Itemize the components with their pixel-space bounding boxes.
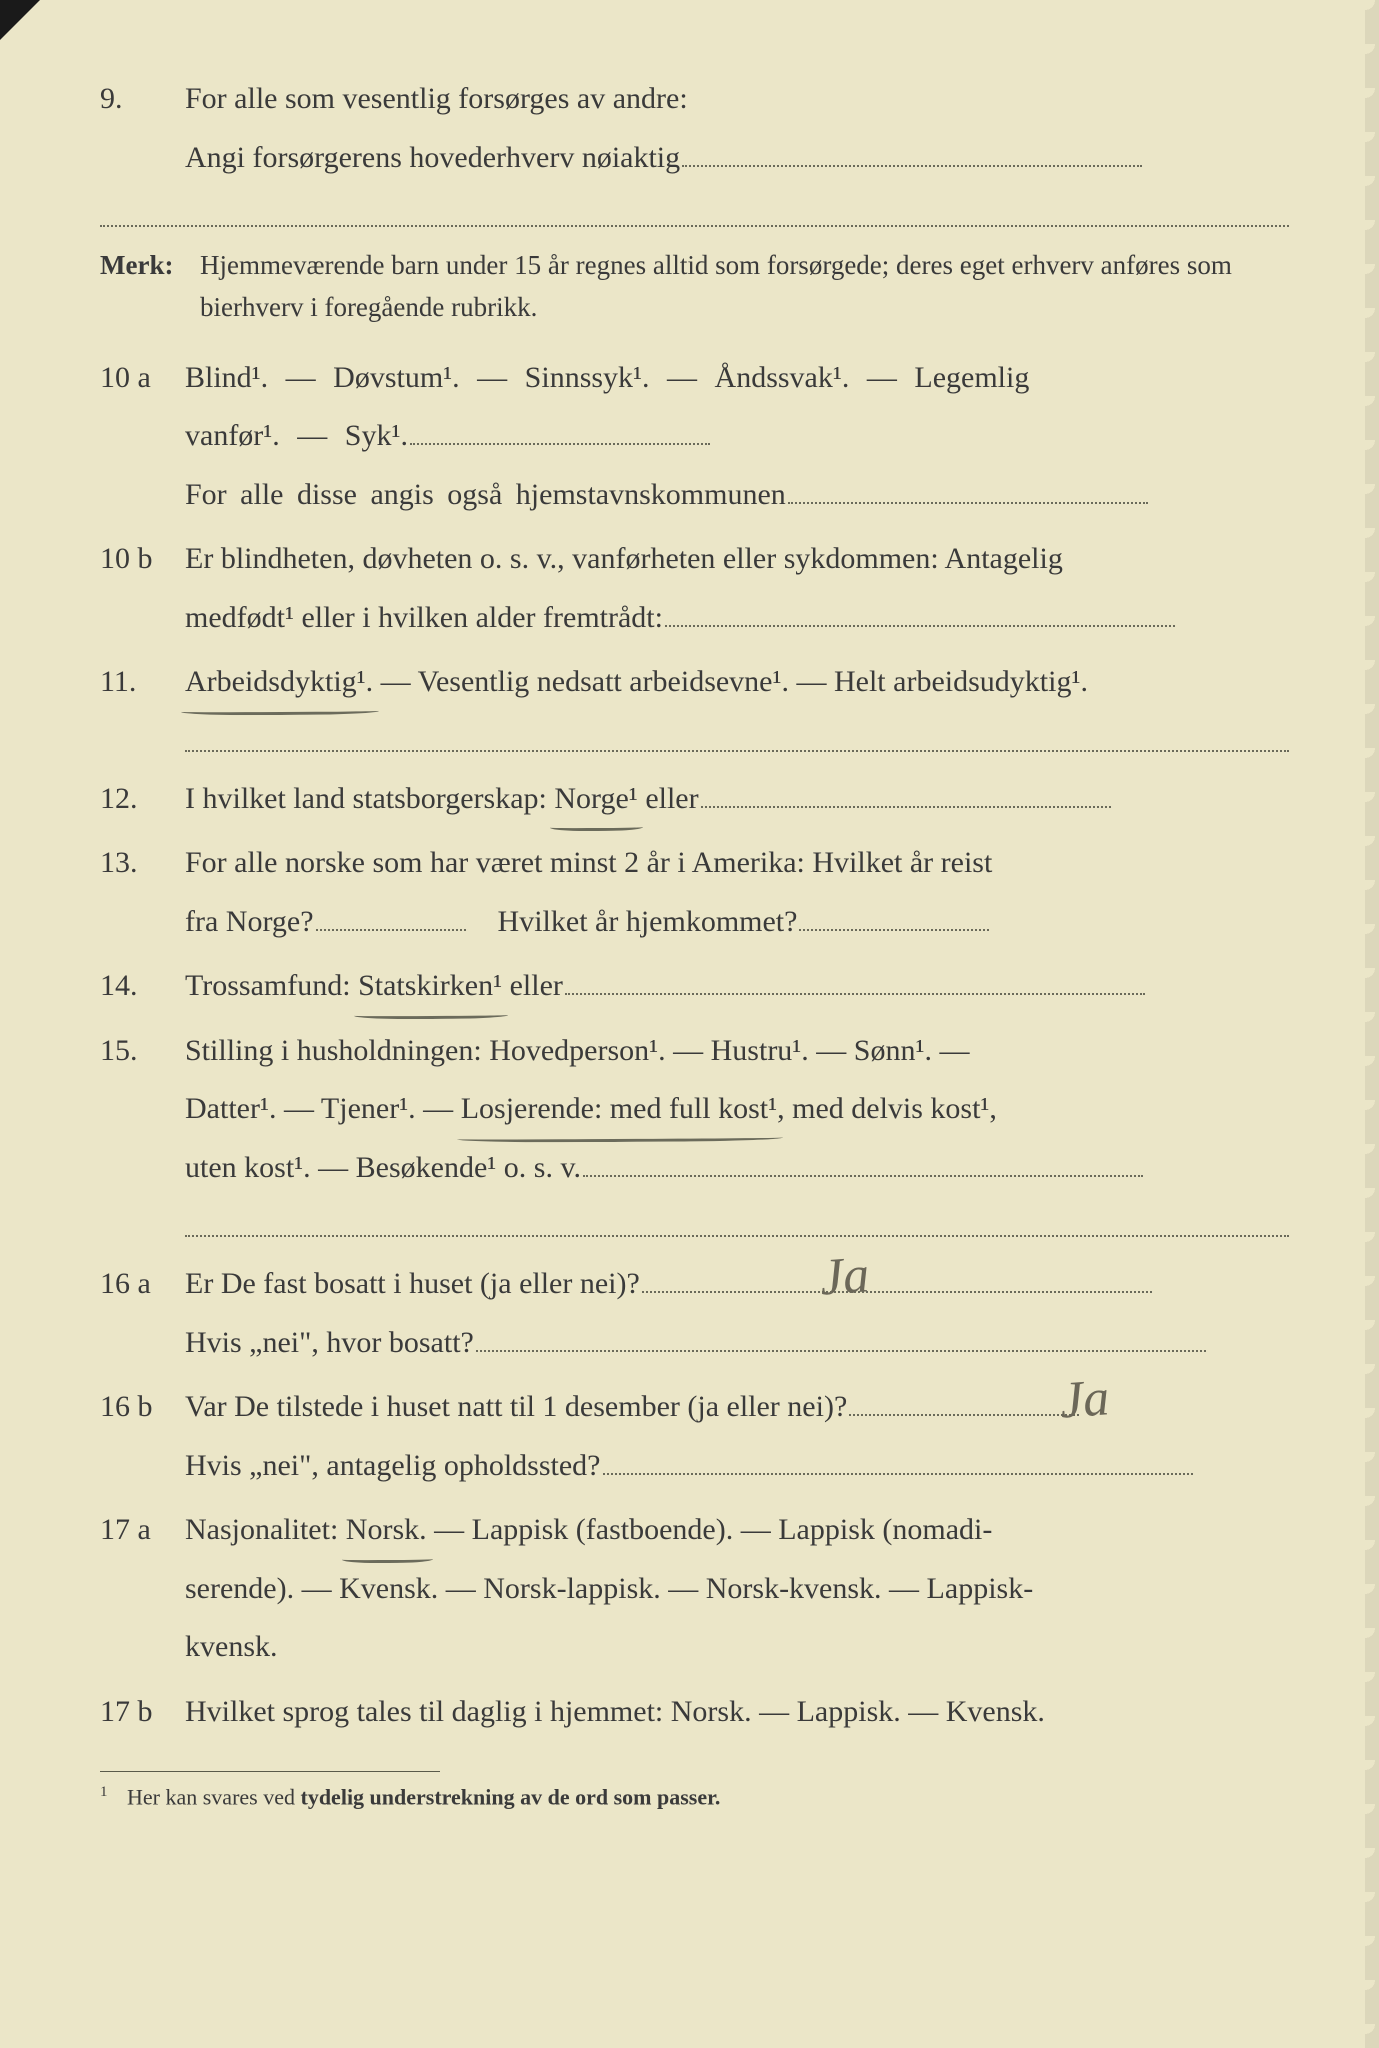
q16b-number: 16 b bbox=[100, 1390, 185, 1424]
q13-number: 13. bbox=[100, 846, 185, 880]
q11-number: 11. bbox=[100, 665, 185, 699]
q11-blank-full[interactable] bbox=[185, 724, 1289, 752]
q10a: 10 a Blind¹. — Døvstum¹. — Sinnssyk¹. — … bbox=[100, 349, 1289, 525]
census-form-page: 9. For alle som vesentlig forsørges av a… bbox=[0, 0, 1379, 2048]
q15-blank[interactable] bbox=[583, 1144, 1143, 1177]
q12-number: 12. bbox=[100, 782, 185, 816]
footnote: 1 Her kan svares ved tydelig understrekn… bbox=[100, 1784, 1289, 1810]
q14-post: eller bbox=[502, 969, 563, 1002]
q16b: 16 b Var De tilstede i huset natt til 1 … bbox=[100, 1378, 1289, 1495]
merk-row: Merk: Hjemmeværende barn under 15 år reg… bbox=[100, 245, 1289, 329]
q9-content: For alle som vesentlig forsørges av andr… bbox=[185, 70, 1289, 187]
q17a-line2: serende). — Kvensk. — Norsk-lappisk. — N… bbox=[185, 1572, 1033, 1605]
q16a-blank1[interactable] bbox=[642, 1260, 1152, 1293]
q11-content: Arbeidsdyktig¹. — Vesentlig nedsatt arbe… bbox=[185, 653, 1289, 712]
q10b-number: 10 b bbox=[100, 542, 185, 576]
q13-line2a: fra Norge? bbox=[185, 905, 314, 938]
q14-selected[interactable]: Statskirken¹ bbox=[358, 957, 502, 1016]
q17a-content: Nasjonalitet: Norsk. — Lappisk (fastboen… bbox=[185, 1501, 1289, 1677]
q14-number: 14. bbox=[100, 969, 185, 1003]
q17a-pre: Nasjonalitet: bbox=[185, 1513, 346, 1546]
q16b-line1: Var De tilstede i huset natt til 1 desem… bbox=[185, 1390, 847, 1423]
q10a-line1: Blind¹. — Døvstum¹. — Sinnssyk¹. — Åndss… bbox=[185, 361, 1029, 394]
q16a-blank2[interactable] bbox=[476, 1319, 1206, 1352]
q14: 14. Trossamfund: Statskirken¹ eller bbox=[100, 957, 1289, 1016]
q9-line1: For alle som vesentlig forsørges av andr… bbox=[185, 82, 688, 115]
q10b: 10 b Er blindheten, døvheten o. s. v., v… bbox=[100, 530, 1289, 647]
q9-line2: Angi forsørgerens hovederhverv nøiaktig bbox=[185, 141, 680, 174]
q10a-number: 10 a bbox=[100, 361, 185, 395]
q17a-line3: kvensk. bbox=[185, 1630, 278, 1663]
q16b-answer: Ja bbox=[1058, 1369, 1111, 1431]
q14-pre: Trossamfund: bbox=[185, 969, 358, 1002]
footnote-plain: Her kan svares ved bbox=[127, 1785, 301, 1810]
q13-line1: For alle norske som har været minst 2 år… bbox=[185, 846, 992, 879]
q9: 9. For alle som vesentlig forsørges av a… bbox=[100, 70, 1289, 187]
merk-text: Hjemmeværende barn under 15 år regnes al… bbox=[200, 245, 1289, 329]
q15: 15. Stilling i husholdningen: Hovedperso… bbox=[100, 1022, 1289, 1198]
q10a-line2: vanfør¹. — Syk¹. bbox=[185, 419, 408, 452]
q17b: 17 b Hvilket sprog tales til daglig i hj… bbox=[100, 1683, 1289, 1742]
footnote-num: 1 bbox=[100, 1784, 108, 1800]
q16a: 16 a Er De fast bosatt i huset (ja eller… bbox=[100, 1255, 1289, 1372]
q13-line2b: Hvilket år hjemkommet? bbox=[498, 905, 798, 938]
q9-number: 9. bbox=[100, 82, 185, 116]
q14-content: Trossamfund: Statskirken¹ eller bbox=[185, 957, 1289, 1016]
q10a-blank1[interactable] bbox=[410, 412, 710, 445]
q10b-content: Er blindheten, døvheten o. s. v., vanfør… bbox=[185, 530, 1289, 647]
q17b-number: 17 b bbox=[100, 1695, 185, 1729]
q15-selected[interactable]: Losjerende: med full kost¹ bbox=[461, 1080, 777, 1139]
q9-blank[interactable] bbox=[682, 134, 1142, 167]
q12-pre: I hvilket land statsborgerskap: bbox=[185, 782, 554, 815]
q17a-post1: — Lappisk (fastboende). — Lappisk (nomad… bbox=[427, 1513, 993, 1546]
q15-content: Stilling i husholdningen: Hovedperson¹. … bbox=[185, 1022, 1289, 1198]
q17a-selected[interactable]: Norsk. bbox=[346, 1501, 427, 1560]
q12-post: eller bbox=[638, 782, 699, 815]
footnote-rule bbox=[100, 1771, 440, 1772]
q12: 12. I hvilket land statsborgerskap: Norg… bbox=[100, 770, 1289, 829]
q15-line2b: , med delvis kost¹, bbox=[777, 1092, 997, 1125]
q10b-line1: Er blindheten, døvheten o. s. v., vanfør… bbox=[185, 542, 1063, 575]
q12-blank[interactable] bbox=[701, 775, 1111, 808]
q12-content: I hvilket land statsborgerskap: Norge¹ e… bbox=[185, 770, 1289, 829]
q16b-blank1[interactable] bbox=[849, 1383, 1079, 1416]
q10a-content: Blind¹. — Døvstum¹. — Sinnssyk¹. — Åndss… bbox=[185, 349, 1289, 525]
q10b-blank[interactable] bbox=[665, 594, 1175, 627]
q10b-line2: medfødt¹ eller i hvilken alder fremtrådt… bbox=[185, 601, 663, 634]
q13-blank1[interactable] bbox=[316, 898, 466, 931]
q16a-number: 16 a bbox=[100, 1267, 185, 1301]
q16a-content: Er De fast bosatt i huset (ja eller nei)… bbox=[185, 1255, 1289, 1372]
q10a-blank2[interactable] bbox=[788, 471, 1148, 504]
q15-line3: uten kost¹. — Besøkende¹ o. s. v. bbox=[185, 1151, 581, 1184]
q15-blank-full[interactable] bbox=[185, 1209, 1289, 1237]
q13-content: For alle norske som har været minst 2 år… bbox=[185, 834, 1289, 951]
q13-blank2[interactable] bbox=[799, 898, 989, 931]
q17b-content: Hvilket sprog tales til daglig i hjemmet… bbox=[185, 1683, 1289, 1742]
q12-selected[interactable]: Norge¹ bbox=[554, 770, 637, 829]
footnote-bold: tydelig understrekning av de ord som pas… bbox=[301, 1785, 721, 1810]
q10a-line3: For alle disse angis også hjemstavnskomm… bbox=[185, 478, 786, 511]
q16a-line2: Hvis „nei", hvor bosatt? bbox=[185, 1326, 474, 1359]
q13: 13. For alle norske som har været minst … bbox=[100, 834, 1289, 951]
q16b-content: Var De tilstede i huset natt til 1 desem… bbox=[185, 1378, 1289, 1495]
q17a: 17 a Nasjonalitet: Norsk. — Lappisk (fas… bbox=[100, 1501, 1289, 1677]
perforation-edge bbox=[1365, 0, 1379, 2048]
q15-line1: Stilling i husholdningen: Hovedperson¹. … bbox=[185, 1034, 969, 1067]
q17b-text: Hvilket sprog tales til daglig i hjemmet… bbox=[185, 1695, 1045, 1728]
q11-selected[interactable]: Arbeidsdyktig¹. bbox=[185, 653, 373, 712]
q11-rest: — Vesentlig nedsatt arbeidsevne¹. — Helt… bbox=[373, 665, 1088, 698]
q15-line2a: Datter¹. — Tjener¹. — bbox=[185, 1092, 461, 1125]
q16a-answer: Ja bbox=[818, 1246, 871, 1308]
q16b-blank2[interactable] bbox=[603, 1442, 1193, 1475]
q9-blank-full[interactable] bbox=[100, 199, 1289, 227]
q11: 11. Arbeidsdyktig¹. — Vesentlig nedsatt … bbox=[100, 653, 1289, 712]
q16a-line1: Er De fast bosatt i huset (ja eller nei)… bbox=[185, 1267, 640, 1300]
q15-number: 15. bbox=[100, 1034, 185, 1068]
q17a-number: 17 a bbox=[100, 1513, 185, 1547]
merk-label: Merk: bbox=[100, 250, 200, 281]
q14-blank[interactable] bbox=[565, 962, 1145, 995]
q16b-line2: Hvis „nei", antagelig opholdssted? bbox=[185, 1449, 601, 1482]
